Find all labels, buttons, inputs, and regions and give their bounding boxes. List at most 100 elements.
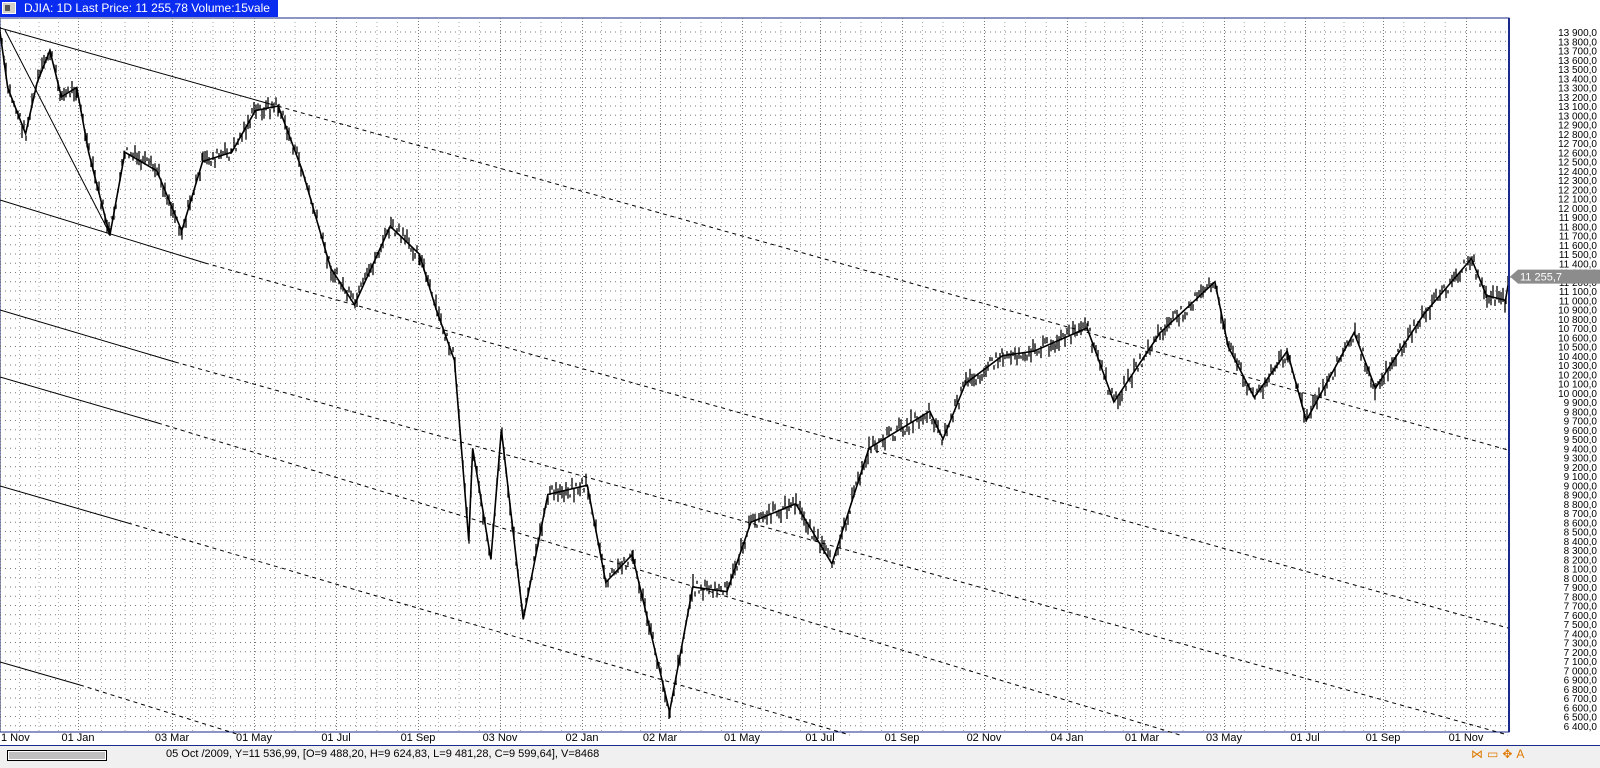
y-tick-label: 10 400,0 [1558, 352, 1597, 363]
x-tick-label: 02 Nov [967, 732, 1002, 744]
last-price-badge: 11 255,7 [1510, 269, 1600, 284]
y-tick-label: 10 300,0 [1558, 361, 1597, 372]
y-tick-label: 9 400,0 [1564, 444, 1598, 455]
y-tick-label: 7 600,0 [1564, 611, 1598, 622]
channel-line-ext [204, 262, 1509, 629]
y-tick-label: 10 200,0 [1558, 370, 1597, 381]
x-tick-label: 02 Mar [643, 732, 678, 744]
y-tick-label: 10 100,0 [1558, 380, 1597, 391]
y-tick-label: 7 900,0 [1564, 583, 1598, 594]
y-tick-label: 10 500,0 [1558, 343, 1597, 354]
x-axis: 1 Nov 01 Jan 03 Mar 01 May 01 Jul 01 Sep 03 No… [1, 732, 1484, 744]
channel-line-ext [79, 684, 241, 736]
x-tick-label: 03 Mar [155, 732, 190, 744]
channel-line [0, 376, 159, 424]
channel-line-ext [127, 522, 851, 736]
y-tick-label: 10 600,0 [1558, 333, 1597, 344]
y-tick-label: 7 100,0 [1564, 657, 1598, 668]
y-tick-label: 8 500,0 [1564, 528, 1598, 539]
y-tick-label: 7 500,0 [1564, 620, 1598, 631]
y-tick-label: 6 500,0 [1564, 713, 1598, 724]
y-tick-label: 13 200,0 [1558, 93, 1597, 104]
y-tick-label: 9 100,0 [1564, 472, 1598, 483]
x-tick-label: 01 Mar [1125, 732, 1160, 744]
y-tick-label: 8 700,0 [1564, 509, 1598, 520]
y-tick-label: 8 900,0 [1564, 491, 1598, 502]
x-tick-label: 03 May [1206, 732, 1243, 744]
horizontal-scrollbar[interactable] [7, 750, 107, 761]
y-tick-label: 7 700,0 [1564, 602, 1598, 613]
y-tick-label: 13 100,0 [1558, 102, 1597, 113]
y-tick-label: 8 100,0 [1564, 565, 1598, 576]
trendline-top [0, 27, 271, 105]
x-tick-label: 01 Sep [1366, 732, 1401, 744]
y-axis: 6 400,06 500,06 600,06 700,06 800,06 900… [1558, 28, 1597, 733]
trendline-top-ext [269, 103, 1509, 451]
trendline-diagonal [4, 29, 111, 235]
y-tick-label: 13 800,0 [1558, 37, 1597, 48]
x-tick-label: 1 Nov [1, 732, 30, 744]
crosshair-icon[interactable]: ⋈ [1471, 747, 1487, 761]
y-tick-label: 8 300,0 [1564, 546, 1598, 557]
y-tick-label: 7 300,0 [1564, 639, 1598, 650]
price-chart[interactable]: 6 400,06 500,06 600,06 700,06 800,06 900… [0, 0, 1600, 745]
y-tick-label: 11 400,0 [1559, 259, 1598, 270]
x-tick-label: 01 Sep [401, 732, 436, 744]
y-tick-label: 12 300,0 [1558, 176, 1597, 187]
x-tick-label: 01 Sep [885, 732, 920, 744]
chart-title: DJIA: 1D Last Price: 11 255,78 Volume:15… [24, 1, 270, 15]
y-tick-label: 13 000,0 [1558, 111, 1597, 122]
y-tick-label: 7 400,0 [1564, 629, 1598, 640]
y-tick-label: 13 900,0 [1558, 28, 1597, 39]
channel-line-ext [157, 422, 1181, 736]
y-tick-label: 12 000,0 [1558, 204, 1597, 215]
text-icon[interactable]: A [1516, 747, 1529, 761]
y-tick-label: 8 200,0 [1564, 555, 1598, 566]
x-tick-label: 01 Jul [1290, 732, 1319, 744]
trendlines [0, 27, 1509, 736]
x-tick-label: 01 Jul [805, 732, 834, 744]
y-tick-label: 12 200,0 [1558, 185, 1597, 196]
y-tick-label: 11 600,0 [1559, 241, 1598, 252]
y-tick-label: 9 200,0 [1564, 463, 1598, 474]
y-tick-label: 10 800,0 [1558, 315, 1597, 326]
y-tick-label: 9 600,0 [1564, 426, 1598, 437]
y-tick-label: 13 400,0 [1558, 74, 1597, 85]
y-tick-label: 12 100,0 [1558, 195, 1597, 206]
y-tick-label: 6 600,0 [1564, 703, 1598, 714]
cursor-readout: 05 Oct /2009, Y=11 536,99, [O=9 488,20, … [166, 748, 600, 760]
x-tick-label: 01 Jan [61, 732, 94, 744]
x-tick-label: 02 Jan [565, 732, 598, 744]
plot-area [0, 17, 1510, 733]
y-tick-label: 12 700,0 [1558, 139, 1597, 150]
y-tick-label: 9 800,0 [1564, 407, 1598, 418]
y-tick-label: 13 500,0 [1558, 65, 1597, 76]
y-tick-label: 6 800,0 [1564, 685, 1598, 696]
x-tick-label: 01 May [236, 732, 273, 744]
y-tick-label: 8 400,0 [1564, 537, 1598, 548]
channel-line-ext [174, 361, 1509, 736]
channel-line [0, 309, 176, 363]
status-bar: 05 Oct /2009, Y=11 536,99, [O=9 488,20, … [0, 745, 1600, 768]
y-tick-label: 10 700,0 [1558, 324, 1597, 335]
y-tick-label: 9 700,0 [1564, 417, 1598, 428]
y-tick-label: 11 700,0 [1559, 232, 1598, 243]
y-tick-label: 12 600,0 [1558, 148, 1597, 159]
y-tick-label: 11 800,0 [1559, 222, 1598, 233]
y-tick-label: 6 400,0 [1564, 722, 1598, 733]
y-tick-label: 8 800,0 [1564, 500, 1598, 511]
x-tick-label: 03 Nov [483, 732, 518, 744]
minus-icon[interactable]: ▭ [1487, 747, 1503, 761]
y-tick-label: 7 000,0 [1564, 666, 1598, 677]
channel-line [0, 199, 206, 264]
channel-line [0, 485, 129, 524]
y-tick-label: 6 700,0 [1564, 694, 1598, 705]
y-tick-label: 12 500,0 [1558, 158, 1597, 169]
y-tick-label: 8 600,0 [1564, 518, 1598, 529]
move-icon[interactable]: ✥ [1502, 747, 1517, 761]
y-tick-label: 8 000,0 [1564, 574, 1598, 585]
window-menu-icon[interactable] [2, 2, 16, 14]
y-tick-label: 13 600,0 [1558, 56, 1597, 67]
x-tick-label: 01 May [724, 732, 761, 744]
chart-title-bar[interactable]: DJIA: 1D Last Price: 11 255,78 Volume:15… [0, 0, 278, 17]
